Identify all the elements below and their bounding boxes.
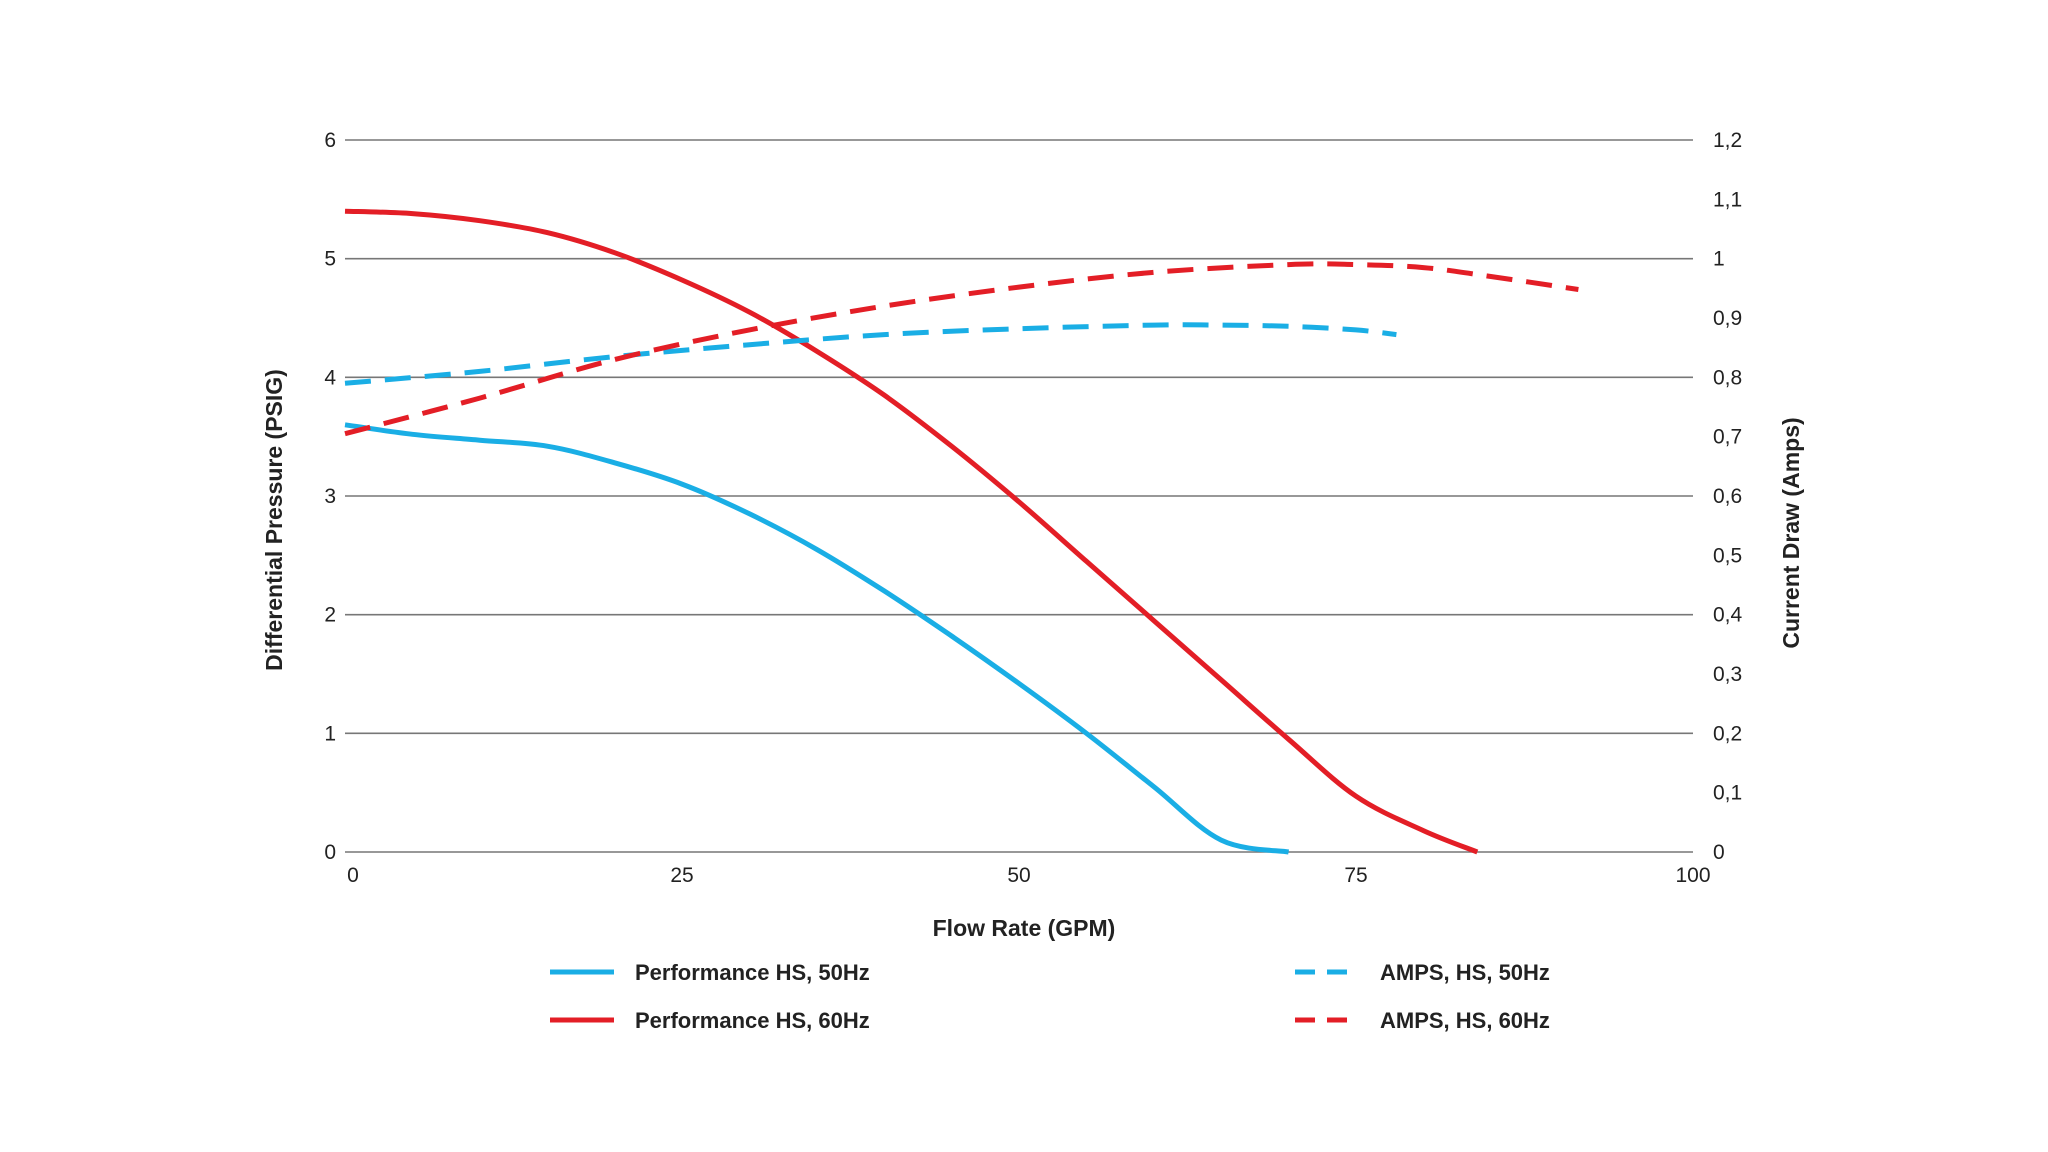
series-lines — [344, 208, 1579, 855]
y2-tick-label: 0,8 — [1713, 366, 1742, 389]
x-tick-label: 0 — [347, 864, 359, 887]
legend: Performance HS, 50Hz Performance HS, 60Hz… — [550, 960, 1550, 1033]
y2-tick-label: 0,1 — [1713, 782, 1742, 805]
y2-tick-label: 0,2 — [1713, 722, 1742, 745]
y-tick-label: 4 — [324, 366, 336, 389]
series-line-1 — [344, 422, 1290, 855]
series-line-2 — [344, 208, 1479, 855]
left-axis-ticks: 0 1 2 3 4 5 6 — [324, 129, 336, 864]
x-axis-ticks: 0 25 50 75 100 — [347, 864, 1710, 887]
y-tick-label: 6 — [324, 129, 336, 152]
left-axis-title: Differential Pressure (PSIG) — [261, 369, 287, 671]
y2-tick-label: 0,3 — [1713, 663, 1742, 686]
legend-label: AMPS, HS, 50Hz — [1380, 960, 1550, 985]
gridlines — [345, 139, 1693, 853]
y2-tick-label: 0,9 — [1713, 307, 1742, 330]
legend-label: Performance HS, 60Hz — [635, 1008, 870, 1033]
y2-tick-label: 1 — [1713, 248, 1725, 271]
y2-tick-label: 1,1 — [1713, 188, 1742, 211]
y2-tick-label: 0,7 — [1713, 426, 1742, 449]
y-tick-label: 1 — [324, 722, 336, 745]
x-tick-label: 25 — [670, 864, 693, 887]
x-tick-label: 50 — [1007, 864, 1030, 887]
x-axis-title: Flow Rate (GPM) — [933, 915, 1116, 941]
y2-tick-label: 0,5 — [1713, 544, 1742, 567]
y2-tick-label: 1,2 — [1713, 129, 1742, 152]
series-line-4 — [344, 261, 1579, 437]
series-line-3 — [344, 322, 1397, 386]
right-axis-title: Current Draw (Amps) — [1778, 417, 1804, 648]
y2-tick-label: 0,4 — [1713, 604, 1743, 627]
y-tick-label: 2 — [324, 604, 336, 627]
y-tick-label: 5 — [324, 248, 336, 271]
x-tick-label: 75 — [1344, 864, 1367, 887]
legend-label: AMPS, HS, 60Hz — [1380, 1008, 1550, 1033]
y2-tick-label: 0 — [1713, 841, 1725, 864]
y-tick-label: 0 — [324, 841, 336, 864]
y-tick-label: 3 — [324, 485, 336, 508]
right-axis-ticks: 0 0,1 0,2 0,3 0,4 0,5 0,6 0,7 0,8 0,9 1 1,1 1,2 — [1713, 129, 1743, 864]
legend-label: Performance HS, 50Hz — [635, 960, 870, 985]
x-tick-label: 100 — [1675, 864, 1710, 887]
y2-tick-label: 0,6 — [1713, 485, 1742, 508]
